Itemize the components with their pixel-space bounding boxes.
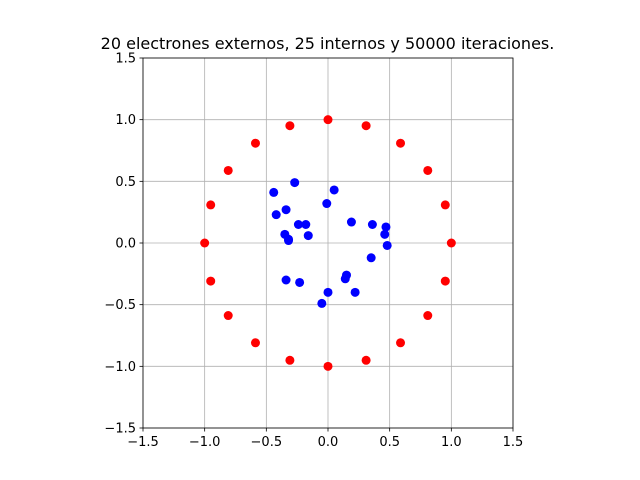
data-point [293, 220, 303, 229]
data-point [271, 210, 281, 220]
y-tick-label: −1.5 [104, 422, 136, 437]
data-points [200, 115, 456, 371]
data-point [350, 287, 360, 297]
data-point [367, 220, 377, 229]
data-point [269, 187, 279, 197]
data-point [206, 200, 216, 210]
data-point [340, 274, 350, 284]
y-tick-label: 1.5 [115, 52, 136, 67]
data-point [423, 165, 433, 175]
data-point [290, 178, 300, 188]
y-tick-label: 0.0 [115, 237, 136, 252]
data-point [301, 220, 311, 229]
data-point [366, 253, 376, 263]
data-point [381, 222, 391, 232]
data-point [323, 115, 333, 125]
x-tick-label: 0.0 [318, 435, 339, 450]
data-point [223, 311, 233, 321]
data-point [281, 205, 291, 215]
data-point [322, 199, 332, 209]
data-point [295, 277, 305, 287]
data-point [396, 338, 406, 348]
chart-title: 20 electrones externos, 25 internos y 50… [101, 34, 555, 53]
data-point [361, 355, 371, 365]
data-point [250, 138, 260, 148]
data-point [303, 231, 313, 241]
data-point [317, 298, 327, 308]
y-tick-label: 0.5 [115, 175, 136, 190]
data-point [284, 236, 294, 246]
data-point [380, 229, 390, 239]
data-point [382, 240, 392, 250]
data-point [440, 200, 450, 210]
data-point [323, 361, 333, 371]
y-tick-label: −0.5 [104, 298, 136, 313]
data-point [206, 276, 216, 286]
x-tick-label: −1.5 [127, 435, 159, 450]
data-point [361, 121, 371, 131]
data-point [396, 138, 406, 148]
grid [142, 57, 514, 429]
x-tick-label: −0.5 [251, 435, 283, 450]
data-point [346, 217, 356, 227]
y-tick-label: −1.0 [104, 360, 136, 375]
y-tick-label: 1.0 [115, 113, 136, 128]
data-point [250, 338, 260, 348]
data-point [281, 275, 291, 285]
data-point [200, 238, 210, 248]
axis-ticks: −1.5 −1.0 −0.5 0.0 0.5 1.0 1.5 −1.5 −1.0 −0.5 0.0 0… [104, 52, 523, 451]
data-point [440, 276, 450, 286]
data-point [285, 121, 295, 131]
x-tick-label: −1.0 [189, 435, 221, 450]
data-point [446, 238, 456, 248]
x-tick-label: 1.0 [441, 435, 462, 450]
data-point [285, 355, 295, 365]
data-point [423, 311, 433, 321]
data-point [329, 185, 339, 195]
data-point [323, 287, 333, 297]
data-point [223, 165, 233, 175]
x-tick-label: 1.5 [503, 435, 524, 450]
x-tick-label: 0.5 [379, 435, 400, 450]
